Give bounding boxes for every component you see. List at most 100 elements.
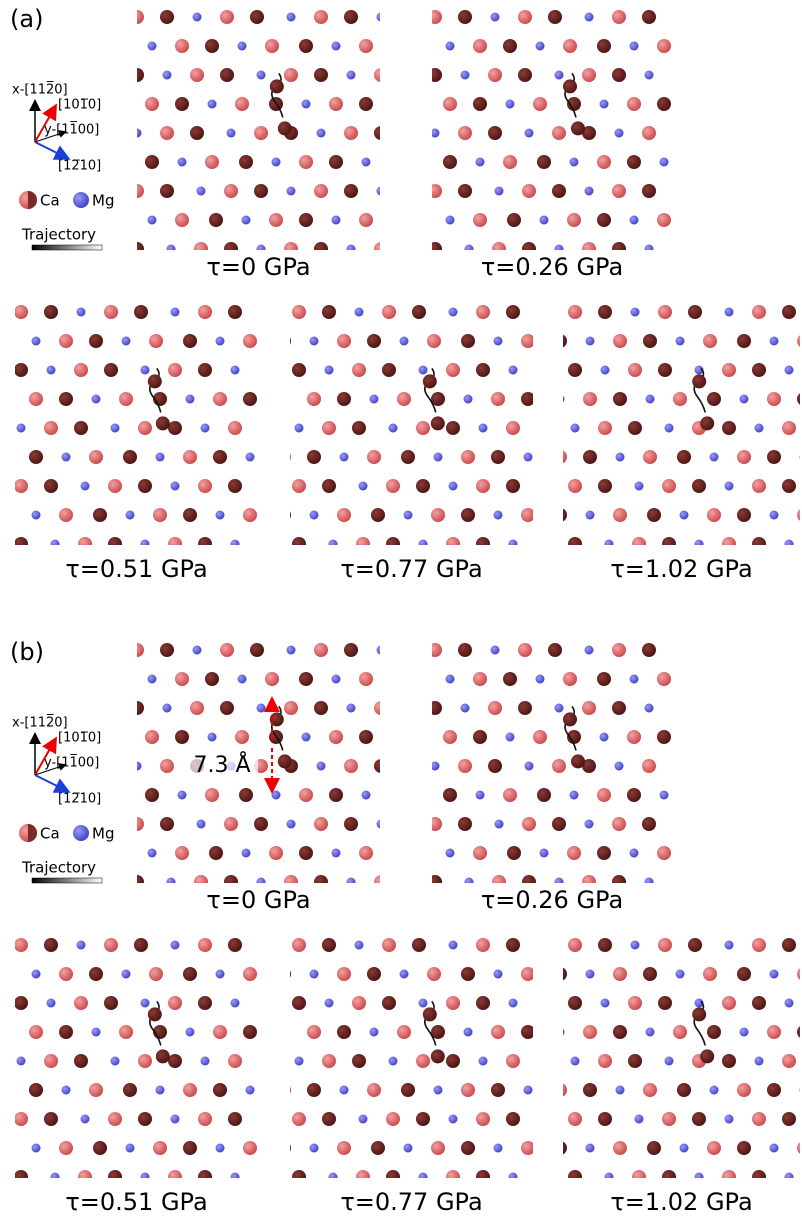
ca-atom <box>123 1083 137 1097</box>
ca-atom <box>277 754 292 769</box>
ca-atom <box>612 184 626 198</box>
mg-atom <box>286 645 296 655</box>
ca-atom <box>506 1112 520 1126</box>
ca-atom <box>398 875 412 889</box>
mg-atom <box>600 998 610 1008</box>
mg-atom <box>644 70 654 80</box>
mg-atom <box>724 940 734 950</box>
ca-atom <box>416 479 430 493</box>
atom-panel <box>15 276 287 551</box>
ca-atom <box>149 334 163 348</box>
ca-atom <box>194 875 208 883</box>
ca-atom <box>367 909 381 923</box>
ca-atom <box>613 508 627 522</box>
ca-atom <box>145 271 159 285</box>
ca-atom <box>314 68 328 82</box>
ca-atom <box>430 416 445 431</box>
ca-atom <box>100 68 114 82</box>
ca-atom <box>647 1141 661 1155</box>
ca-atom <box>290 970 291 978</box>
mg-atom <box>754 1056 764 1066</box>
ca-atom <box>432 817 442 831</box>
mg-atom <box>630 307 640 317</box>
panel-caption: τ=0.77 GPa <box>340 1188 482 1216</box>
ca-atom <box>627 730 641 744</box>
ca-atom <box>552 126 566 140</box>
ca-atom <box>119 392 133 406</box>
mg-atom <box>155 1085 165 1095</box>
ca-atom <box>446 421 460 435</box>
ca-atom <box>134 305 148 319</box>
ca-atom <box>213 392 227 406</box>
ca-atom <box>518 701 532 715</box>
ca-atom <box>198 996 212 1010</box>
mg-atom <box>31 1143 41 1153</box>
ca-atom <box>386 1170 400 1178</box>
mg-atom <box>80 1114 90 1124</box>
ca-atom <box>473 97 487 111</box>
ca-atom <box>220 10 234 24</box>
ca-atom <box>190 126 204 140</box>
atom-panel <box>563 305 800 580</box>
ca-atom <box>488 68 502 82</box>
ca-atom <box>430 1049 445 1064</box>
ca-atom <box>44 479 58 493</box>
axis-arrow <box>34 130 67 143</box>
ca-atom <box>89 967 103 981</box>
ca-atom <box>613 334 627 348</box>
mg-atom <box>566 617 575 626</box>
ca-atom <box>677 1083 691 1097</box>
ca-atom <box>224 875 238 883</box>
mg-atom <box>769 1143 779 1153</box>
mg-atom <box>645 1027 655 1037</box>
ca-atom <box>115 155 129 169</box>
ca-atom <box>627 155 641 169</box>
ca-atom <box>277 121 292 136</box>
mg-atom <box>407 129 416 138</box>
mg-atom <box>76 940 86 950</box>
ca-atom <box>722 363 736 377</box>
mg-atom <box>331 674 341 684</box>
ca-atom <box>273 450 287 464</box>
ca-atom <box>337 392 351 406</box>
ca-atom <box>258 537 272 551</box>
ca-atom <box>672 759 686 773</box>
mg-atom <box>433 1085 443 1095</box>
mg-atom <box>76 307 86 317</box>
mg-atom <box>422 849 431 858</box>
ca-atom <box>74 996 88 1010</box>
ca-atom <box>597 213 611 227</box>
mg-atom <box>177 157 187 167</box>
legend-label: Trajectory <box>21 859 96 877</box>
ca-atom <box>168 1054 182 1068</box>
mg-atom <box>694 1172 704 1178</box>
ca-atom <box>89 276 103 290</box>
ca-atom <box>389 672 403 686</box>
ca-atom <box>446 996 460 1010</box>
mg-atom <box>16 423 26 433</box>
mg-atom <box>376 645 380 655</box>
mg-atom <box>261 308 270 317</box>
mg-atom <box>475 790 485 800</box>
ca-atom <box>506 421 520 435</box>
ca-atom <box>707 1141 721 1155</box>
ca-atom <box>404 68 418 82</box>
mg-atom <box>679 1143 689 1153</box>
mg-atom <box>147 848 157 858</box>
ca-atom <box>78 537 92 545</box>
mg-atom <box>207 99 217 109</box>
ca-atom <box>44 1054 58 1068</box>
mg-atom <box>245 452 255 462</box>
ca-atom <box>658 305 672 319</box>
ca-atom <box>29 909 43 923</box>
ca-atom <box>563 1141 567 1155</box>
ca-atom <box>115 39 129 53</box>
trajectory-bar <box>31 877 103 884</box>
ca-atom <box>168 1170 182 1178</box>
mg-atom <box>346 70 356 80</box>
mg-atom <box>392 733 401 742</box>
ca-atom <box>563 79 577 94</box>
mg-atom <box>430 279 439 288</box>
ca-atom <box>583 566 597 580</box>
ca-atom <box>461 1083 475 1097</box>
